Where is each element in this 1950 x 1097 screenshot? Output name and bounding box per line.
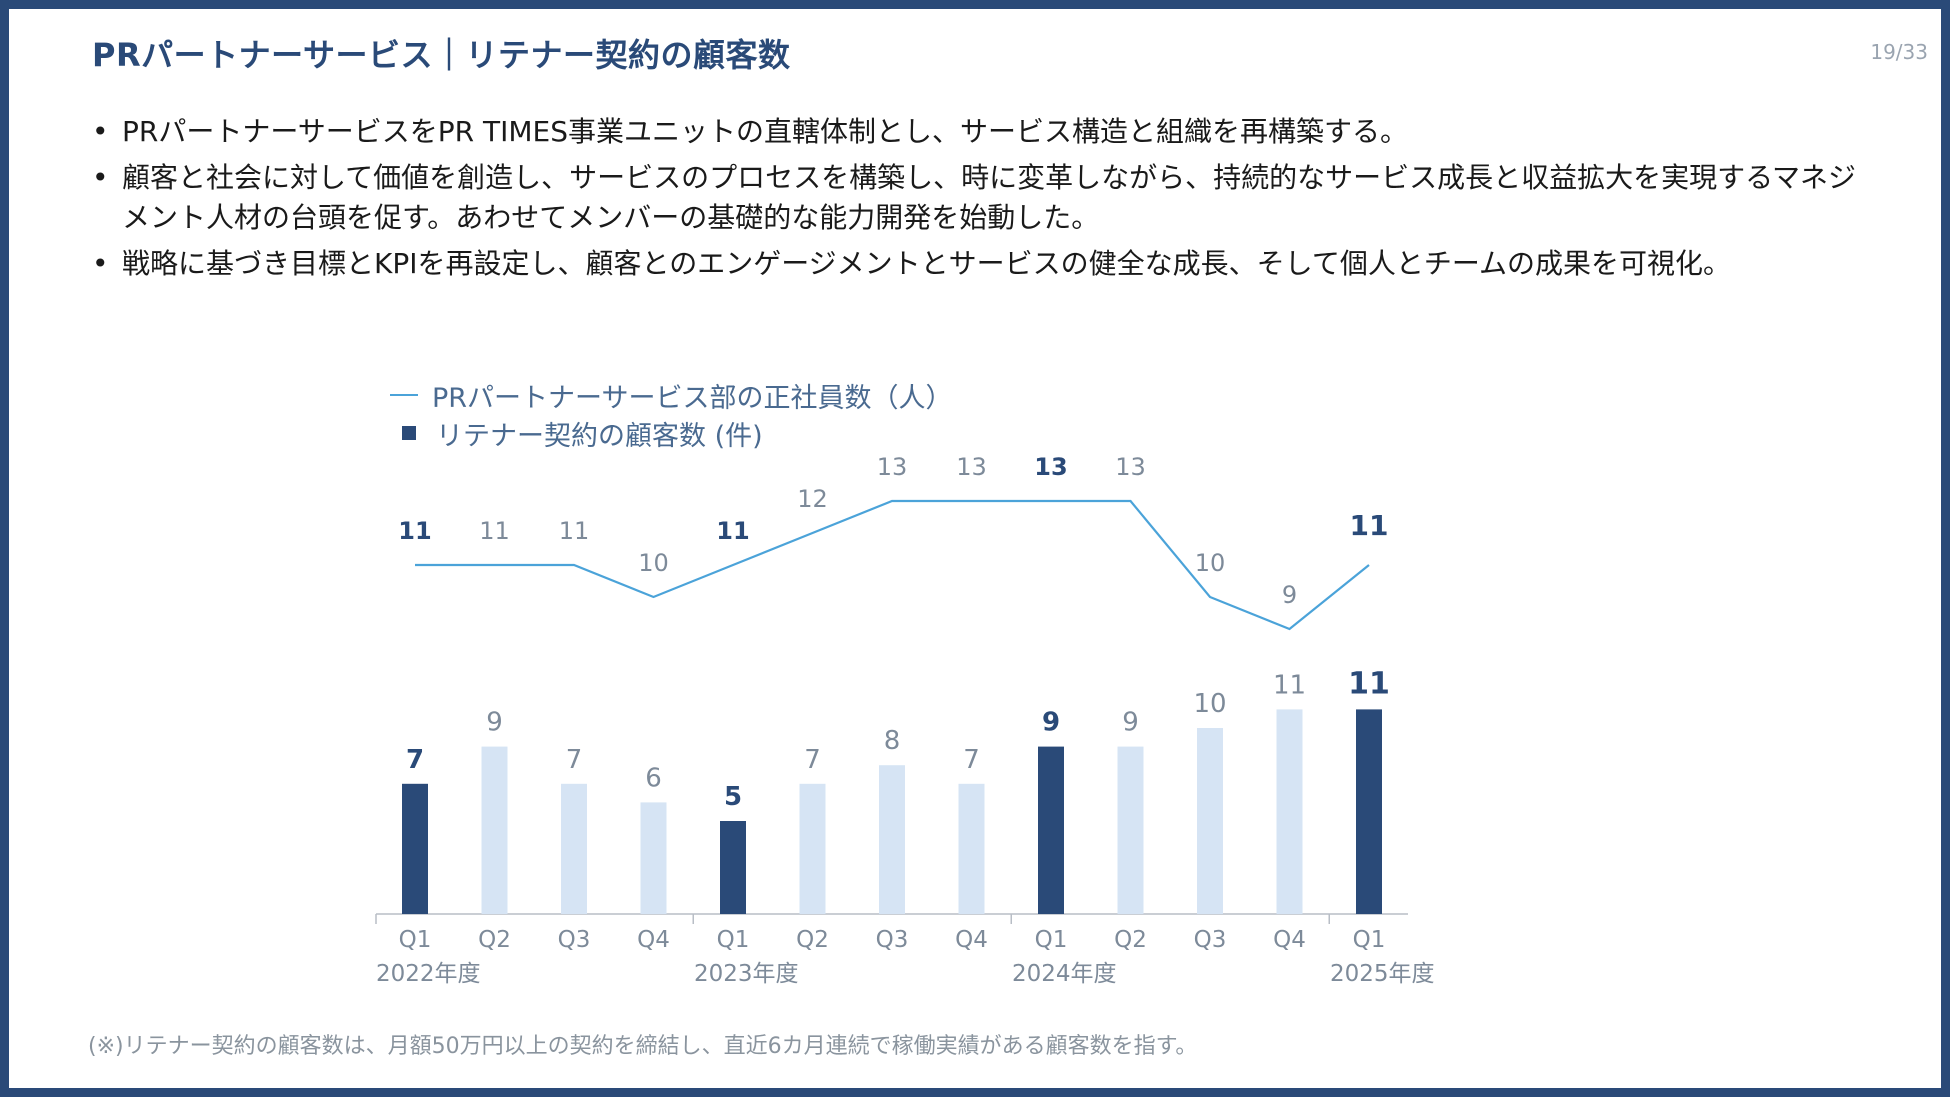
x-tick-label: Q2 — [1114, 927, 1147, 953]
legend-line-entry: PRパートナーサービス部の正社員数（人） — [390, 376, 953, 414]
line-value-label: 11 — [1350, 509, 1389, 542]
bar — [402, 783, 428, 914]
legend-line-swatch — [390, 394, 418, 396]
bar — [1356, 709, 1382, 914]
line-value-label: 13 — [877, 453, 908, 481]
x-tick-label: Q1 — [1035, 927, 1068, 953]
line-value-label: 13 — [1034, 453, 1067, 481]
x-tick-label: Q1 — [1353, 927, 1386, 953]
legend-bar-swatch — [402, 426, 416, 440]
bullet-item-2: 顧客と社会に対して価値を創造し、サービスのプロセスを構築し、時に変革しながら、持… — [92, 158, 1872, 238]
x-tick-label: Q3 — [558, 927, 591, 953]
bar — [481, 746, 508, 914]
bar — [720, 821, 746, 914]
footnote: (※)リテナー契約の顧客数は、月額50万円以上の契約を締結し、直近6カ月連続で稼… — [88, 1034, 1198, 1059]
x-tick-label: Q4 — [955, 927, 988, 953]
bar-value-label: 7 — [804, 745, 821, 775]
x-tick-label: Q1 — [399, 927, 432, 953]
bar — [879, 765, 905, 914]
x-tick-label: Q3 — [876, 927, 909, 953]
bar — [1117, 746, 1144, 914]
bullet-item-1: PRパートナーサービスをPR TIMES事業ユニットの直轄体制とし、サービス構造… — [92, 112, 1872, 152]
bar — [1276, 709, 1303, 914]
bar-value-label: 5 — [724, 782, 742, 812]
combo-chart: 7 9 7 6 5 7 8 7 9 9 10 11 11 11 11 11 10 11 12 13 13 13 13 10 9 1… — [375, 453, 1435, 987]
bar-value-label: 9 — [486, 708, 503, 738]
legend-bar-entry: リテナー契約の顧客数 (件) — [390, 414, 953, 452]
x-tick-label: Q4 — [637, 927, 670, 953]
x-tick-label: Q2 — [478, 927, 511, 953]
x-tick-label: Q2 — [796, 927, 829, 953]
bar-value-label: 7 — [566, 745, 583, 775]
line-value-label: 11 — [479, 517, 510, 545]
line-value-label: 10 — [638, 549, 669, 577]
page-number: 19/33 — [1870, 40, 1928, 64]
year-group-label: 2025年度 — [1330, 961, 1435, 987]
line-value-label: 13 — [1115, 453, 1146, 481]
bar-value-label: 7 — [406, 745, 424, 775]
line-series — [415, 499, 1370, 631]
bar — [561, 783, 587, 914]
line-value-label: 12 — [797, 485, 828, 513]
x-tick-label: Q4 — [1273, 927, 1306, 953]
legend-line-label: PRパートナーサービス部の正社員数（人） — [432, 382, 953, 414]
line-value-label: 9 — [1282, 581, 1297, 609]
bar-value-label: 7 — [963, 745, 980, 775]
bullet-item-3: 戦略に基づき目標とKPIを再設定し、顧客とのエンゲージメントとサービスの健全な成… — [92, 244, 1872, 284]
bar — [958, 783, 985, 914]
legend-bar-label: リテナー契約の顧客数 (件) — [436, 420, 763, 452]
line-value-label: 11 — [559, 517, 590, 545]
line-value-label: 10 — [1195, 549, 1226, 577]
year-group-label: 2023年度 — [694, 961, 799, 987]
bar-value-label: 11 — [1273, 670, 1306, 700]
bar — [1038, 746, 1064, 914]
bar-value-label: 10 — [1193, 689, 1226, 719]
line-value-label: 13 — [956, 453, 987, 481]
bar-value-label: 11 — [1348, 666, 1390, 701]
line-value-label: 11 — [716, 517, 749, 545]
line-value-label: 11 — [398, 517, 431, 545]
bullet-list: PRパートナーサービスをPR TIMES事業ユニットの直轄体制とし、サービス構造… — [92, 112, 1872, 290]
year-group-label: 2024年度 — [1012, 961, 1117, 987]
bar-value-label: 8 — [884, 726, 901, 756]
bar — [799, 783, 826, 914]
x-tick-label: Q1 — [717, 927, 750, 953]
x-tick-label: Q3 — [1194, 927, 1227, 953]
bar — [640, 802, 667, 914]
year-group-label: 2022年度 — [376, 961, 481, 987]
bar-value-label: 9 — [1122, 708, 1139, 738]
bar-value-label: 9 — [1042, 708, 1060, 738]
bar — [1197, 728, 1223, 914]
slide-title: PRパートナーサービス｜リテナー契約の顧客数 — [92, 36, 791, 74]
bar-value-label: 6 — [645, 763, 662, 793]
chart-legend: PRパートナーサービス部の正社員数（人） リテナー契約の顧客数 (件) — [390, 376, 953, 452]
